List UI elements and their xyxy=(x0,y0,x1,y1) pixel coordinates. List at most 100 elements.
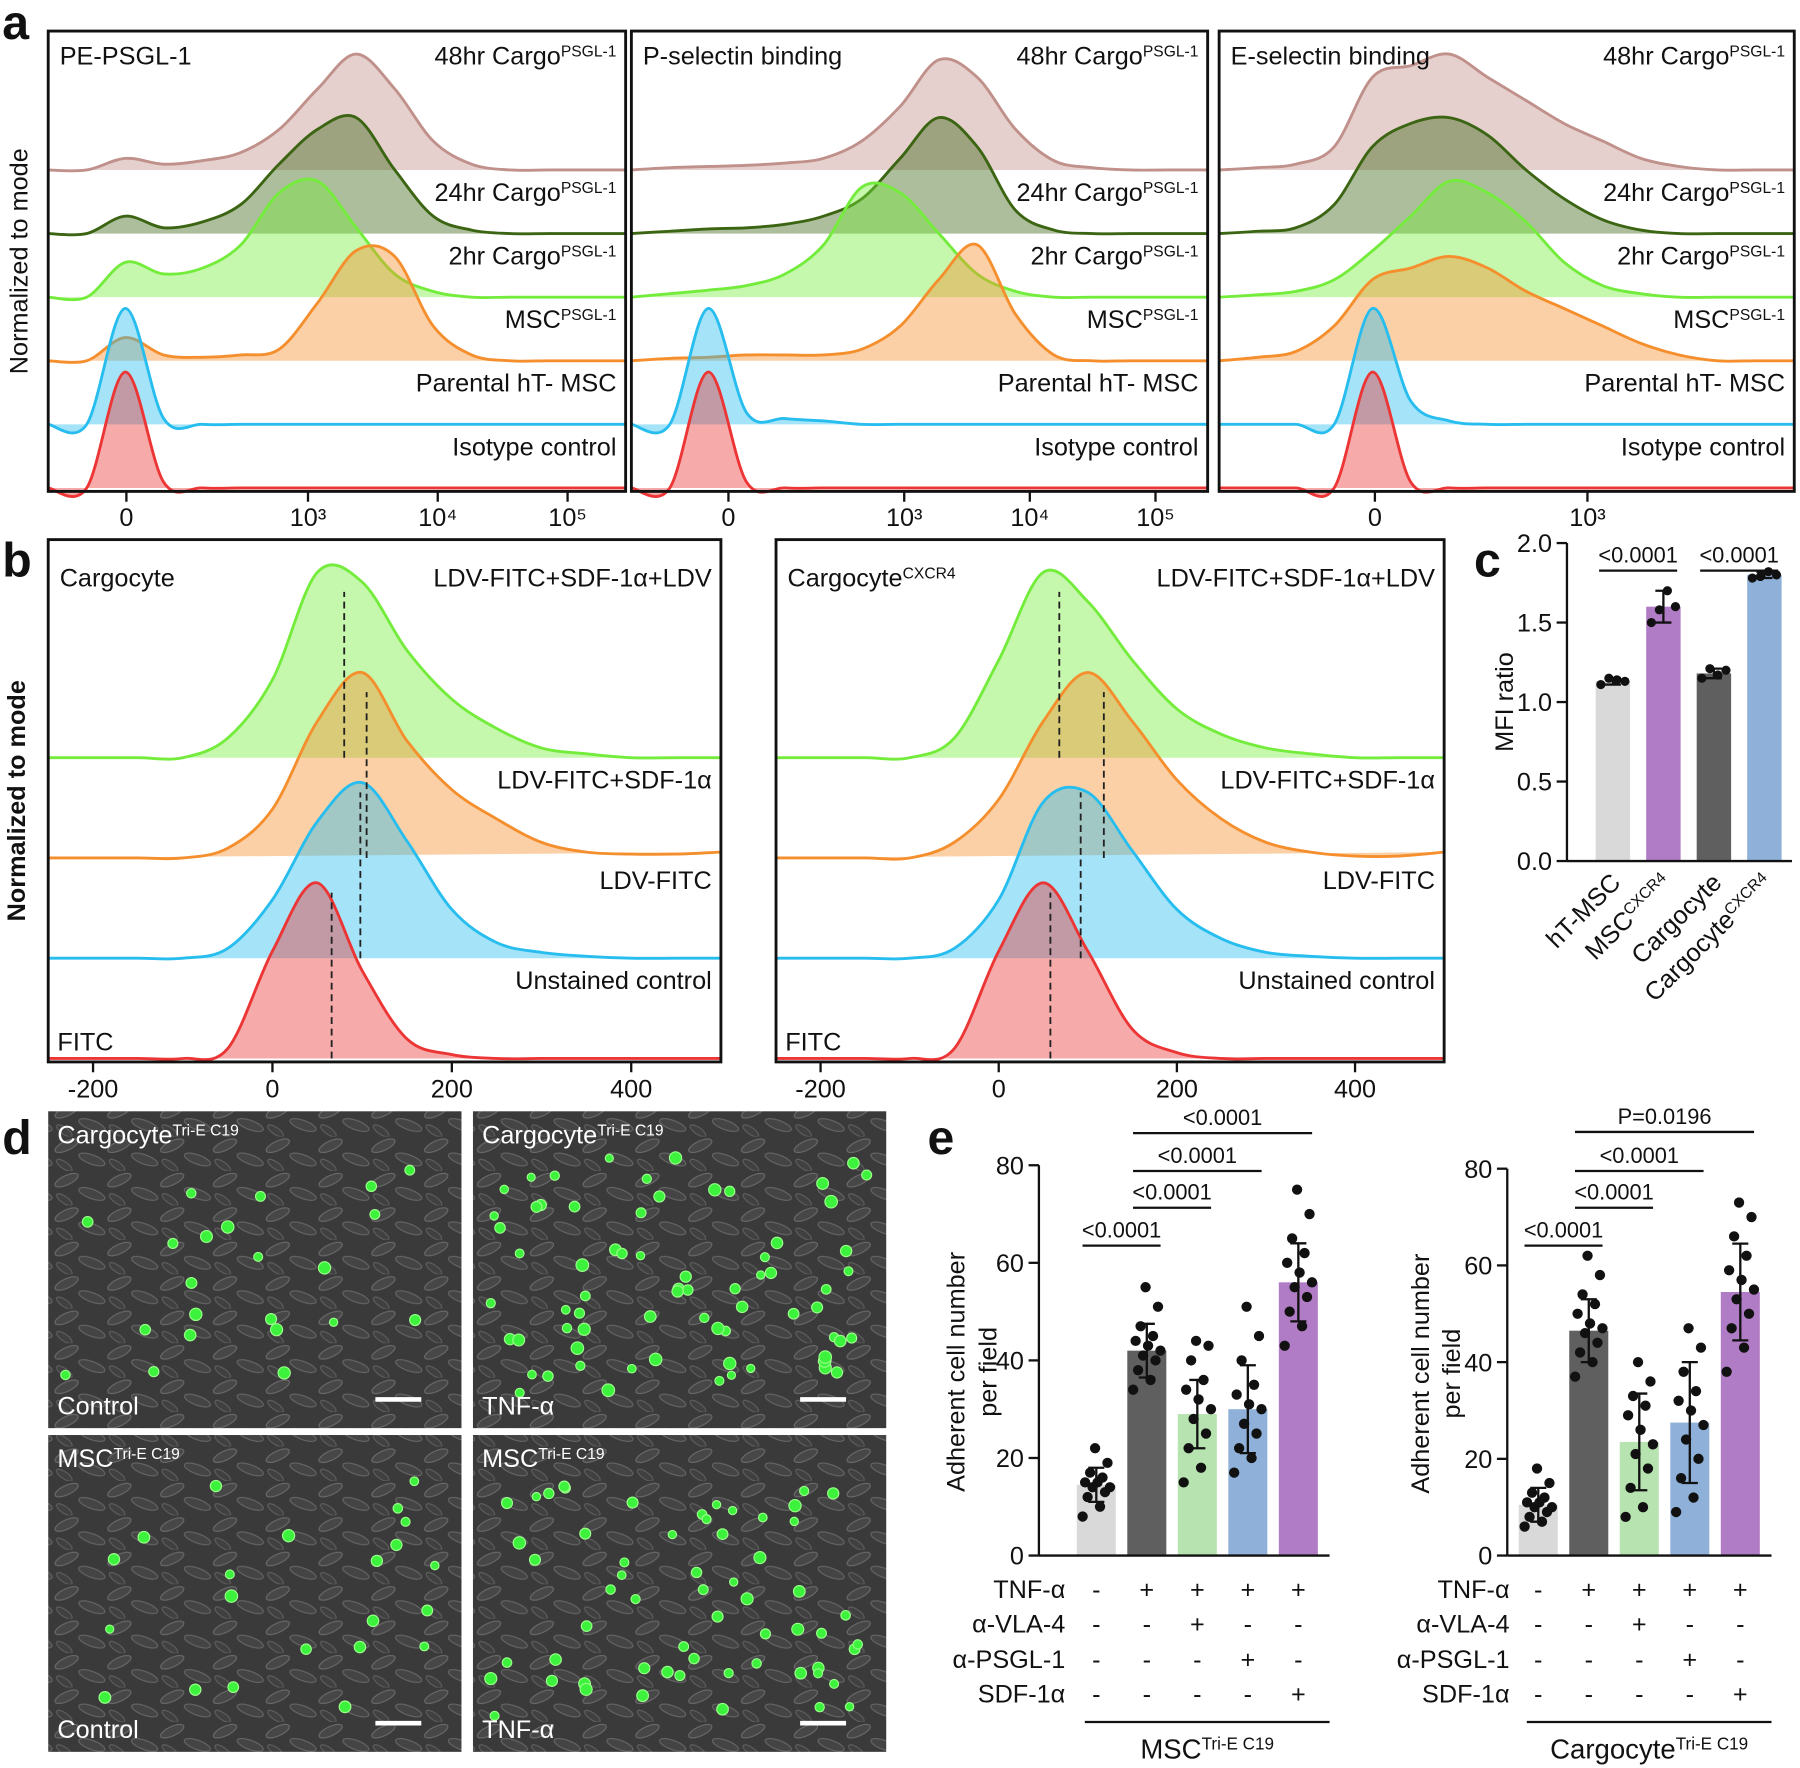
fluorescent-cell xyxy=(543,1487,555,1500)
fluorescent-cell xyxy=(667,1529,678,1540)
fluorescent-cell xyxy=(682,1284,694,1296)
fluorescent-cell xyxy=(328,1317,339,1328)
fluorescent-cell xyxy=(400,1516,411,1527)
fluorescent-cell xyxy=(269,1323,284,1337)
plot-frame xyxy=(46,29,628,493)
x-tick-label: 0 xyxy=(119,504,133,532)
condition-sign: - xyxy=(1585,1646,1593,1674)
fluorescent-cell xyxy=(671,1285,684,1298)
condition-sign: - xyxy=(1585,1610,1593,1638)
histogram-fill xyxy=(48,782,721,959)
superscript: Tri-E C19 xyxy=(1676,1734,1748,1753)
histogram-line xyxy=(48,52,626,173)
data-point xyxy=(1721,1366,1732,1377)
fluorescent-cell xyxy=(764,1266,778,1280)
series-label: Unstained control xyxy=(1238,967,1435,995)
superscript: Tri-E C19 xyxy=(538,1446,604,1463)
fluorescent-cell xyxy=(708,1183,722,1197)
plot-frame xyxy=(46,538,723,1064)
data-point xyxy=(1147,1330,1159,1342)
condition-sign: + xyxy=(1291,1576,1306,1604)
ridgeline-panel xyxy=(774,538,1446,1073)
fluorescent-cell xyxy=(183,1328,197,1342)
text-part: 20 xyxy=(1464,1446,1492,1474)
fluorescent-cell xyxy=(729,1577,739,1587)
fluorescent-cell xyxy=(723,1356,737,1371)
series-label: Isotype control xyxy=(1034,433,1198,461)
fluorescent-cell xyxy=(527,1369,537,1380)
fluorescent-cell xyxy=(484,1671,498,1686)
fluorescent-cell xyxy=(699,1312,710,1324)
data-point xyxy=(1695,1342,1707,1353)
text-part: + xyxy=(1581,1576,1596,1604)
text-part: 10⁵ xyxy=(1136,504,1175,532)
fluorescent-cell xyxy=(60,1369,71,1381)
fluorescent-cell xyxy=(186,1188,197,1199)
histogram-line xyxy=(776,568,1445,761)
fluorescent-cell xyxy=(619,1557,630,1568)
fluorescent-cell xyxy=(300,1643,312,1656)
text-part: 0 xyxy=(1010,1543,1024,1571)
text-part: 10⁵ xyxy=(548,504,587,532)
data-point xyxy=(1155,1345,1166,1356)
superscript: Tri-E C19 xyxy=(114,1446,180,1463)
fluorescent-cell xyxy=(638,1662,651,1675)
data-point xyxy=(1185,1355,1197,1366)
bar-panel xyxy=(1028,1131,1330,1724)
fluorescent-cell xyxy=(561,1322,573,1334)
group-label: MSCTri-E C19 xyxy=(1140,1734,1274,1765)
condition-sign: - xyxy=(1534,1680,1542,1708)
p-value: <0.0001 xyxy=(1699,543,1778,568)
fluorescent-cell xyxy=(716,1702,729,1716)
text-part: -200 xyxy=(68,1076,119,1104)
image-title: CargocyteTri-E C19 xyxy=(57,1121,238,1149)
fluorescent-cell xyxy=(501,1657,513,1668)
fluorescent-cell xyxy=(697,1584,709,1596)
data-point xyxy=(1738,1342,1750,1353)
data-point xyxy=(1569,1371,1581,1382)
fluorescent-cell xyxy=(843,1266,854,1277)
text-part: Isotype control xyxy=(1034,433,1198,461)
text-part: 80 xyxy=(996,1152,1024,1180)
micrograph xyxy=(48,1111,462,1429)
data-point xyxy=(1231,1389,1242,1400)
text-part: FITC xyxy=(57,1028,113,1056)
superscript: PSGL-1 xyxy=(1729,307,1785,324)
p-value: <0.0001 xyxy=(1574,1180,1653,1205)
y-tick-label: 2.0 xyxy=(1517,530,1552,558)
fluorescent-cell xyxy=(816,1627,827,1639)
text-part: 24hr Cargo xyxy=(1017,179,1143,207)
series-label: 48hr CargoPSGL-1 xyxy=(1603,42,1785,70)
superscript: PSGL-1 xyxy=(561,43,617,60)
x-tick-label: 0 xyxy=(992,1076,1006,1104)
condition-name: α-PSGL-1 xyxy=(952,1646,1065,1674)
histogram-fill xyxy=(48,179,626,300)
p-value: <0.0001 xyxy=(1600,1143,1679,1168)
error-bar xyxy=(1732,1242,1749,1342)
text-part: LDV-FITC+SDF-1α xyxy=(1220,767,1435,795)
fluorescent-cell xyxy=(224,1589,239,1603)
data-point xyxy=(1248,1379,1260,1390)
text-part: P=0.0196 xyxy=(1618,1104,1712,1129)
text-part: <0.0001 xyxy=(1699,543,1778,568)
condition-sign: + xyxy=(1632,1576,1647,1604)
text-part: 60 xyxy=(1464,1253,1492,1281)
fluorescent-cell xyxy=(579,1290,591,1302)
series-label: LDV-FITC+SDF-1α+LDV xyxy=(433,565,712,593)
data-point xyxy=(1741,1250,1752,1261)
x-tick-label: 10⁵ xyxy=(548,504,587,532)
data-point xyxy=(1304,1208,1315,1220)
fluorescent-cell xyxy=(653,1190,666,1203)
data-point xyxy=(1572,1308,1583,1319)
data-point xyxy=(1519,1521,1530,1532)
text-part: MSC xyxy=(1087,306,1143,334)
histogram-line xyxy=(776,881,1445,1062)
histogram-fill xyxy=(631,117,1208,234)
condition-sign: + xyxy=(1291,1680,1306,1708)
fluorescent-cell xyxy=(579,1527,592,1540)
data-point xyxy=(1627,1390,1639,1402)
panel-letter: c xyxy=(1474,533,1501,587)
data-point xyxy=(1132,1364,1144,1376)
text-part: 200 xyxy=(1156,1076,1198,1104)
image-label: TNF-α xyxy=(482,1716,554,1744)
